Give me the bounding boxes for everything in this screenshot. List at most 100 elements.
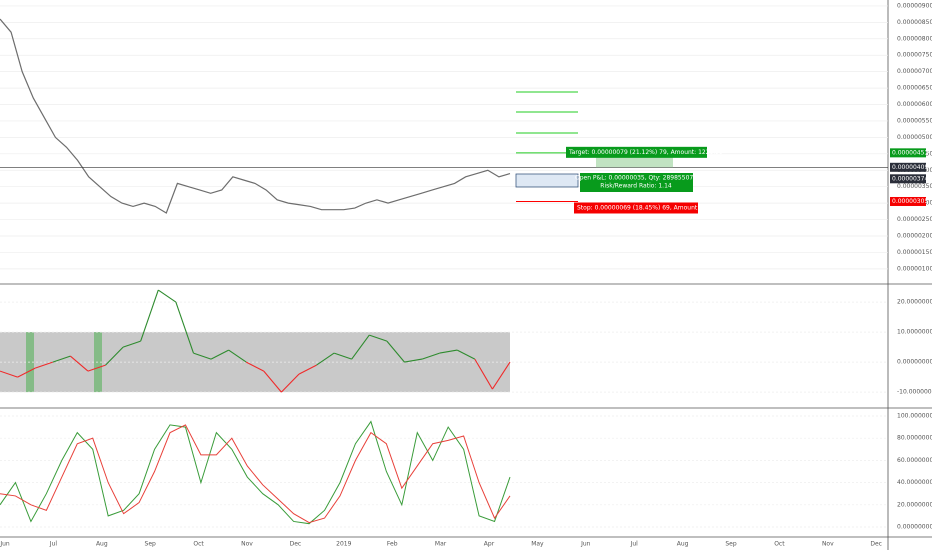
oscillator-segment: [17, 367, 36, 378]
position-label: Open P&L: 0.00000035, Qty: 289855072Risk…: [575, 173, 697, 192]
y-tick-label: 0.00000850: [897, 19, 932, 26]
price-marker-box: [890, 148, 926, 158]
time-label: Apr: [484, 541, 495, 548]
price-marker-box: [890, 174, 926, 184]
time-label: Jun: [0, 541, 10, 548]
price-marker-label: 0.00000409: [892, 164, 928, 171]
y-tick-label: -10.00000000: [897, 389, 932, 396]
oscillator-segment: [105, 346, 124, 366]
y-tick-label: 0.00000250: [897, 216, 932, 223]
y-tick-label: 0.00000500: [897, 134, 932, 141]
oscillator-segment: [175, 301, 194, 354]
price-marker: 0.00000305: [890, 196, 928, 206]
price-marker-label: 0.00000374: [892, 175, 928, 182]
time-label: 2019: [336, 541, 351, 548]
y-tick-label: 0.00000600: [897, 101, 932, 108]
oscillator-segment: [316, 352, 335, 366]
oscillator-segment: [0, 370, 18, 378]
oscillator-segment: [386, 340, 405, 363]
price-marker: 0.00000409: [890, 162, 928, 172]
time-label: Sep: [145, 541, 157, 548]
position-label: Stop: 0.00000069 (18.45%) 69, Amount: 80…: [574, 202, 713, 214]
time-label: Nov: [822, 541, 834, 548]
y-tick-label: 0.00000900: [897, 2, 932, 9]
oscillator-segment: [439, 349, 458, 354]
oscillator-segment: [210, 349, 229, 360]
price-marker-label: 0.00000453: [892, 149, 928, 156]
time-label: Oct: [193, 541, 204, 548]
time-label: Mar: [435, 541, 447, 548]
y-tick-label: 0.00000800: [897, 35, 932, 42]
oscillator-segment: [157, 289, 177, 303]
time-label: Nov: [241, 541, 253, 548]
y-tick-label: 60.00000000: [897, 457, 932, 464]
target-levels: [516, 91, 578, 134]
y-tick-label: 0.00000000: [897, 524, 932, 531]
target-label: Target: 0.00000079 (21.12%) 79, Amount: …: [568, 149, 723, 156]
oscillator-segment: [421, 352, 440, 360]
open-pnl-label: Open P&L: 0.00000035, Qty: 289855072: [575, 175, 697, 182]
y-tick-label: 20.00000000: [897, 501, 932, 508]
oscillator-segment: [474, 358, 493, 390]
oscillator-segment: [245, 361, 265, 372]
time-label: May: [531, 541, 544, 548]
oscillator-segment: [491, 361, 511, 390]
time-label: Jun: [580, 541, 591, 548]
oscillator-segment: [193, 352, 212, 360]
oscillator-segment: [280, 373, 300, 393]
position-label: Target: 0.00000079 (21.12%) 79, Amount: …: [566, 146, 723, 158]
time-label: Aug: [677, 541, 689, 548]
price-line: [0, 18, 511, 214]
oscillator-segment: [404, 358, 423, 363]
y-tick-label: 0.00000100: [897, 265, 932, 272]
price-marker: 0.00000453: [890, 148, 928, 158]
oscillator-segment: [228, 349, 247, 363]
entry-box: [515, 173, 579, 188]
stochastic-line: [0, 424, 511, 524]
y-tick-label: 0.00000200: [897, 232, 932, 239]
oscillator-segment: [52, 355, 71, 363]
time-label: Jul: [49, 541, 58, 548]
position-label-box: [566, 146, 707, 158]
price-marker-box: [890, 162, 926, 172]
y-tick-label: 80.00000000: [897, 435, 932, 442]
time-label: Dec: [870, 541, 882, 548]
oscillator-segment: [69, 355, 89, 372]
y-tick-label: 0.00000650: [897, 85, 932, 92]
time-label: Jul: [630, 541, 639, 548]
time-label: Sep: [725, 541, 737, 548]
position-label-box: [574, 202, 698, 214]
oscillator-segment: [122, 340, 141, 348]
oscillator-segment: [34, 361, 53, 369]
oscillator-segment: [87, 364, 106, 372]
oscillator-segment: [351, 334, 370, 360]
time-label: Oct: [774, 541, 785, 548]
y-tick-label: 0.00000350: [897, 183, 932, 190]
y-tick-label: 100.00000000: [897, 412, 932, 419]
y-tick-label: 0.00000750: [897, 52, 932, 59]
time-label: Dec: [290, 541, 302, 548]
time-label: Feb: [387, 541, 398, 548]
stop-label: Stop: 0.00000069 (18.45%) 69, Amount: 80…: [577, 204, 713, 211]
oscillator-segment: [298, 364, 317, 375]
y-tick-label: 20.00000000: [897, 299, 932, 306]
oscillator-segment: [140, 289, 159, 342]
y-tick-label: 40.00000000: [897, 479, 932, 486]
price-marker: 0.00000374: [890, 174, 928, 184]
oscillator-segment: [456, 349, 476, 360]
oscillator-segment: [369, 334, 388, 342]
y-tick-label: 10.00000000: [897, 329, 932, 336]
y-tick-label: 0.00000550: [897, 117, 932, 124]
price-marker-box: [890, 196, 926, 206]
risk-reward-label: Risk/Reward Ratio: 1.14: [600, 183, 672, 190]
oscillator-segment: [263, 370, 282, 393]
position-label-box: [580, 173, 693, 192]
time-label: Aug: [96, 541, 108, 548]
oscillator-segment: [333, 352, 352, 360]
y-tick-label: 0.00000150: [897, 249, 932, 256]
price-marker-label: 0.00000305: [892, 198, 928, 205]
y-tick-label: 0.00000700: [897, 68, 932, 75]
y-tick-label: 0.00000000: [897, 359, 932, 366]
